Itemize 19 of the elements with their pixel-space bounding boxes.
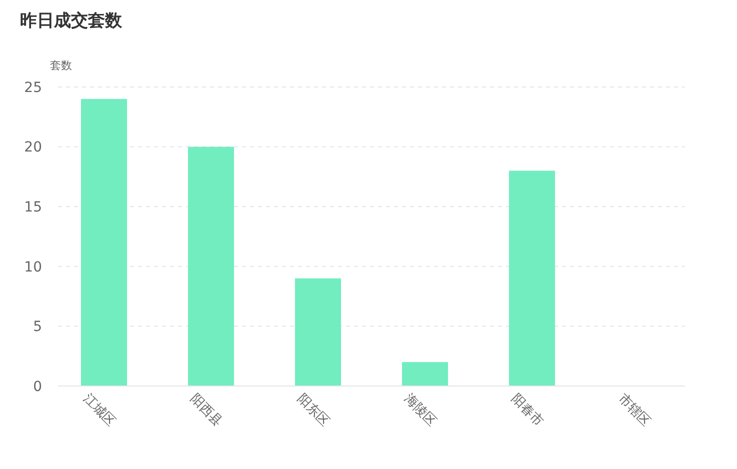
chart-title: 昨日成交套数 (20, 11, 123, 31)
y-tick-label: 5 (33, 319, 42, 336)
y-tick-label: 0 (33, 378, 42, 395)
x-tick-label: 阳西县 (186, 391, 226, 430)
y-tick-label: 10 (24, 259, 42, 276)
y-tick-label: 20 (24, 140, 42, 156)
bar (508, 170, 555, 386)
y-tick-label: 15 (24, 200, 42, 216)
bar (402, 362, 448, 386)
bar (81, 98, 128, 386)
x-tick-label: 江城区 (80, 391, 118, 430)
x-tick-label: 阳东区 (294, 391, 332, 430)
x-tick-label: 海陵区 (400, 391, 440, 430)
y-tick-label: 25 (24, 80, 42, 96)
bar (294, 278, 342, 386)
y-axis-title: 套数 (50, 59, 72, 72)
x-tick-label: 阳春市 (508, 391, 546, 430)
bar (188, 146, 234, 386)
x-tick-label: 市辖区 (614, 391, 654, 430)
